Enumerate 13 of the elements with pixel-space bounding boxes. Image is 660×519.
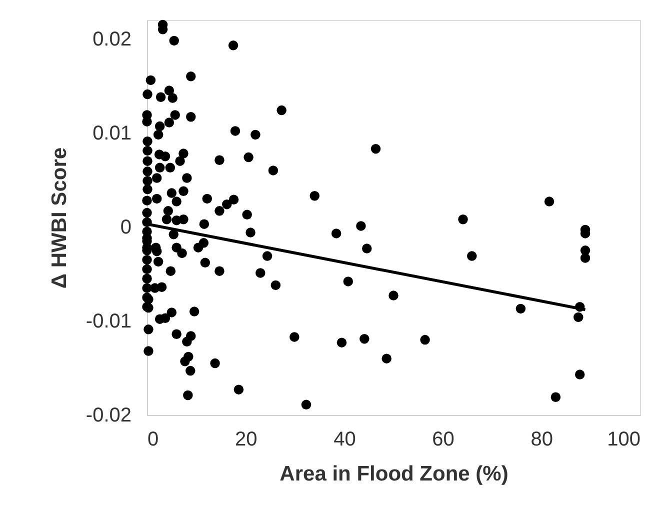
- x-tick-label: 40: [334, 428, 356, 450]
- x-tick-label: 60: [432, 428, 454, 450]
- y-tick-label: -0.01: [86, 310, 132, 332]
- y-tick-label: -0.02: [86, 404, 132, 426]
- x-tick-label: 20: [234, 428, 258, 450]
- x-tick-label: 100: [607, 428, 640, 450]
- y-tick-label: 0.01: [92, 122, 132, 144]
- x-tick-label: 0: [148, 428, 159, 450]
- y-tick-label: 0.02: [92, 28, 132, 50]
- x-tick-label: 80: [530, 428, 554, 450]
- x-axis-title: Area in Flood Zone (%): [280, 462, 508, 486]
- y-axis-title: Δ HWBI Score: [48, 147, 71, 289]
- y-tick-label: 0: [120, 216, 132, 238]
